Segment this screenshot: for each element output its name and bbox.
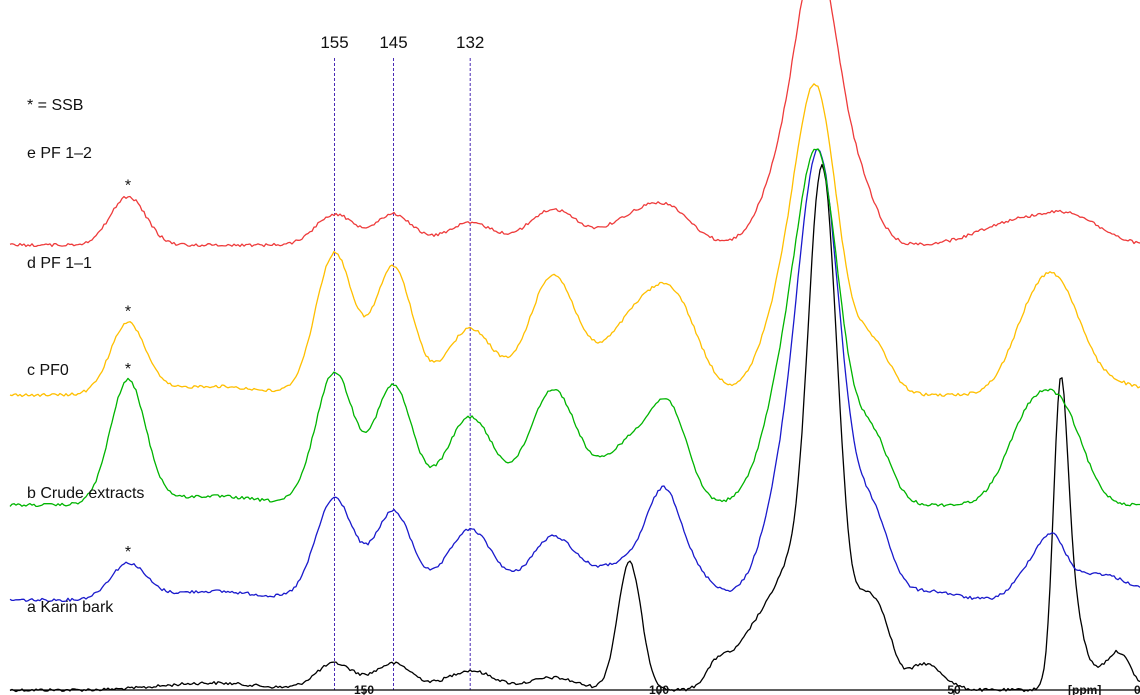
x-tick-label-0: 0 (1134, 683, 1140, 695)
ssb-marker-2-0: * (125, 361, 131, 378)
ref-label-155: 155 (320, 33, 348, 52)
series-label-1: b Crude extracts (27, 485, 144, 502)
ssb-marker-4-0: * (125, 178, 131, 195)
x-axis-unit-label: [ppm] (1068, 683, 1101, 695)
x-axis: [ppm] 150 100 50 0 (10, 683, 1140, 695)
series-label-0: a Karin bark (27, 599, 114, 616)
x-tick-label-150: 150 (354, 683, 374, 695)
spectrum-0 (9, 163, 1140, 693)
ssb-note: * = SSB (27, 97, 83, 114)
series-label-3: d PF 1–1 (27, 255, 92, 272)
ssb-marker-1-0: * (125, 544, 131, 561)
series-label-4: e PF 1–2 (27, 145, 92, 162)
spectrum-1 (9, 148, 1140, 603)
ref-label-145: 145 (379, 33, 407, 52)
ssb-marker-3-0: * (125, 304, 131, 321)
legend: * = SSB a Karin bark b Crude extracts * c P… (27, 97, 144, 616)
x-tick-label-50: 50 (947, 683, 961, 695)
spectra-series (9, 0, 1140, 693)
ref-label-132: 132 (456, 33, 484, 52)
series-label-2: c PF0 (27, 362, 69, 379)
reference-lines: 155 145 132 (320, 33, 484, 690)
spectrum-4 (9, 0, 1140, 248)
x-tick-label-100: 100 (649, 683, 669, 695)
spectrum-3 (9, 83, 1140, 398)
spectrum-2 (9, 148, 1140, 508)
